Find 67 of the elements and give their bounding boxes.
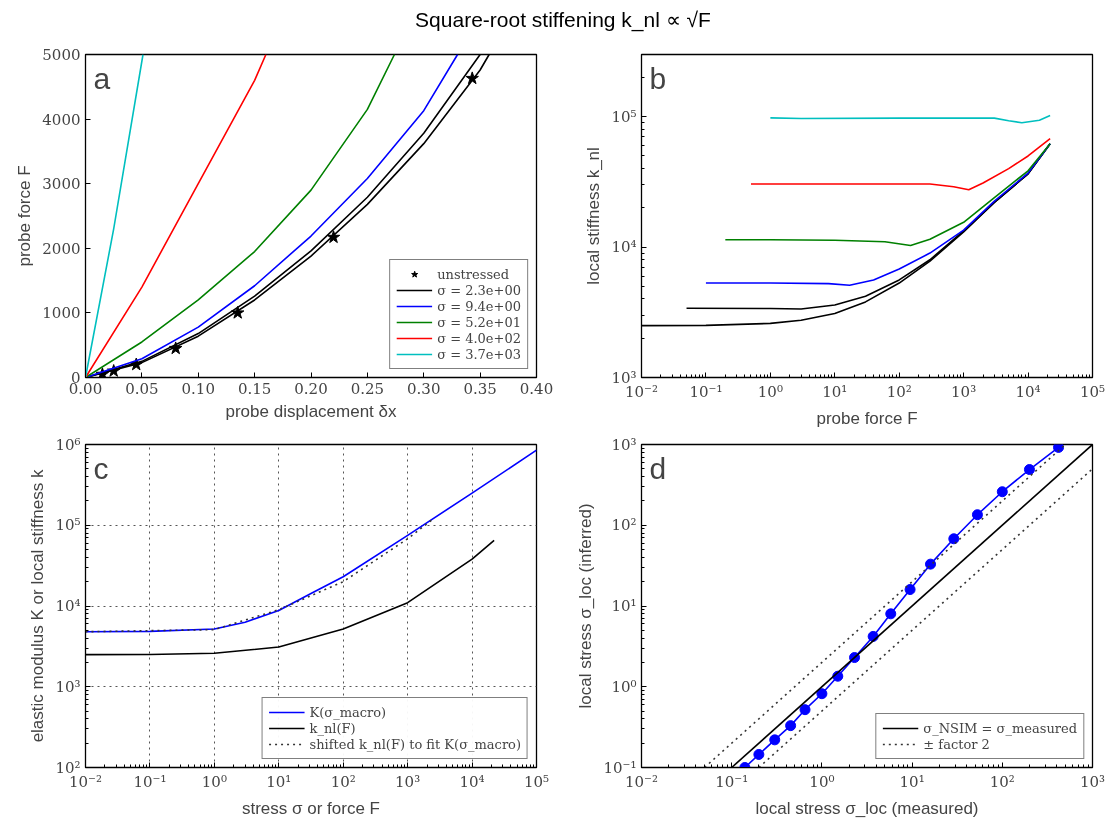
- y-tick-label: 10⁶: [55, 435, 81, 454]
- x-axis-title: probe force F: [816, 408, 918, 428]
- y-tick-label: 3000: [42, 175, 81, 194]
- x-tick-label: 10¹: [266, 772, 292, 791]
- legend-label: k_nl(F): [309, 720, 356, 736]
- x-axis-title: stress σ or force F: [241, 798, 381, 818]
- y-tick-label: 1000: [42, 304, 81, 323]
- y-tick-label: 10¹: [611, 597, 637, 615]
- y-tick-label: 10⁴: [611, 238, 637, 257]
- legend-label: σ = 3.7e+03: [437, 346, 521, 362]
- chart-title: Square-root stiffening k_nl ∝ √F: [415, 7, 711, 34]
- y-axis-title: local stress σ_loc (inferred): [576, 503, 596, 709]
- legend-label: unstressed: [437, 266, 510, 282]
- legend-label: σ = 5.2e+01: [437, 314, 521, 330]
- x-tick-label: 10²: [989, 772, 1015, 791]
- y-tick-label: 4000: [42, 110, 81, 129]
- x-tick-label: 10⁴: [1015, 382, 1041, 401]
- y-axis-title: local stiffness k_nl: [584, 147, 604, 285]
- x-tick-label: 10⁻¹: [133, 772, 167, 791]
- legend-label: K(σ_macro): [309, 704, 387, 720]
- y-tick-label: 10⁴: [55, 597, 81, 615]
- y-axis-title: probe force F: [15, 165, 35, 267]
- y-tick-label: 5000: [42, 46, 81, 64]
- annotation: d: [649, 451, 667, 485]
- annotation: a: [93, 61, 111, 95]
- x-tick-label: 10⁰: [201, 772, 227, 791]
- x-tick-label: 0.15: [237, 379, 272, 398]
- x-tick-label: 10⁴: [459, 772, 485, 791]
- x-tick-label: 10²: [886, 382, 912, 401]
- x-tick-label: 10²: [330, 772, 356, 791]
- x-tick-label: 10³: [1079, 772, 1106, 791]
- x-tick-label: 0.20: [294, 379, 328, 398]
- legend-label: σ_NSIM = σ_measured: [923, 720, 1077, 736]
- annotation: c: [93, 451, 109, 485]
- annotation: b: [649, 61, 667, 95]
- x-tick-label: 10¹: [899, 772, 925, 791]
- y-tick-label: 10³: [611, 435, 637, 454]
- y-tick-label: 2000: [42, 239, 81, 258]
- x-tick-label: 0.05: [125, 379, 159, 398]
- legend-label: ± factor 2: [923, 736, 990, 752]
- x-tick-label: 10¹: [822, 382, 848, 401]
- x-tick-label: 10⁻¹: [715, 772, 749, 791]
- y-axis-title: elastic modulus K or local stiffness k: [28, 469, 48, 743]
- legend-label: σ = 2.3e+00: [437, 282, 521, 298]
- x-tick-label: 0.30: [407, 379, 441, 398]
- x-tick-label: 10⁰: [809, 772, 835, 791]
- x-tick-label: 10⁻¹: [689, 382, 723, 401]
- x-tick-label: 10³: [951, 382, 977, 401]
- y-tick-label: 10²: [611, 516, 637, 535]
- y-tick-label: 10⁵: [55, 516, 81, 535]
- y-tick-label: 10⁵: [611, 107, 637, 126]
- y-tick-label: 10⁰: [611, 677, 637, 696]
- legend-label: σ = 9.4e+00: [437, 298, 521, 314]
- x-axis-title: probe displacement δx: [225, 401, 398, 421]
- x-axis-title: local stress σ_loc (measured): [755, 798, 979, 818]
- legend-label: σ = 4.0e+02: [437, 330, 521, 346]
- x-tick-label: 0.35: [463, 379, 497, 398]
- y-tick-label: 10³: [55, 677, 81, 696]
- x-tick-label: 0.40: [519, 379, 554, 398]
- x-tick-label: 10⁰: [757, 382, 783, 401]
- x-tick-label: 0.10: [181, 379, 215, 398]
- x-tick-label: 10³: [395, 772, 421, 791]
- x-tick-label: 10⁵: [523, 772, 550, 791]
- x-tick-label: 0.25: [350, 379, 385, 398]
- x-tick-label: 10⁻²: [624, 382, 659, 401]
- legend-label: shifted k_nl(F) to fit K(σ_macro): [309, 736, 521, 752]
- x-tick-label: 10⁵: [1079, 382, 1106, 401]
